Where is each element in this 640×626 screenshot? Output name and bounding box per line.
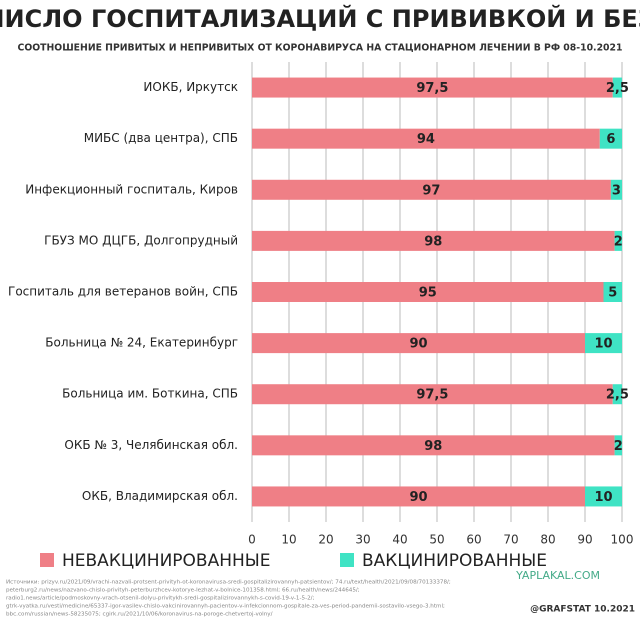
bar-segment — [252, 486, 585, 507]
x-tick-label: 70 — [503, 533, 518, 547]
value-label: 2,5 — [606, 81, 629, 96]
legend-label: ВАКЦИНИРОВАННЫЕ — [362, 551, 547, 571]
bar-segment — [612, 384, 622, 405]
chart-subtitle: СООТНОШЕНИЕ ПРИВИТЫХ И НЕПРИВИТЫХ ОТ КОР… — [18, 43, 623, 54]
bar-segment — [585, 333, 622, 354]
bar-segment — [585, 486, 622, 507]
value-label: 94 — [417, 132, 435, 147]
value-label: 97,5 — [416, 388, 448, 403]
bar-segment — [614, 435, 622, 456]
x-tick-label: 50 — [429, 533, 444, 547]
legend-label: НЕВАКЦИНИРОВАННЫЕ — [62, 551, 271, 571]
source-text: radio1.news/article/podmoskovny-vrach-ot… — [6, 596, 315, 602]
bar-segment — [252, 179, 611, 200]
value-label: 10 — [594, 337, 612, 352]
bar-segment — [252, 435, 615, 456]
x-tick-label: 60 — [466, 533, 481, 547]
source-text: bbc.com/russian/news-58235075; cgirk.ru/… — [6, 612, 273, 618]
y-tick-label: ОКБ, Владимирская обл. — [82, 489, 238, 503]
x-tick-label: 100 — [611, 533, 634, 547]
x-tick-label: 20 — [318, 533, 333, 547]
value-label: 98 — [424, 234, 442, 249]
value-label: 97 — [422, 183, 440, 198]
y-tick-label: Госпиталь для ветеранов войн, СПБ — [8, 285, 238, 299]
y-tick-label: ГБУЗ МО ДЦГБ, Долгопрудный — [44, 233, 238, 247]
bar-segment — [252, 384, 613, 405]
source-text: peterburg2.ru/news/nazvano-chislo-privit… — [6, 588, 360, 594]
value-label: 90 — [409, 490, 427, 505]
bar-segment — [252, 230, 615, 251]
legend-swatch — [340, 553, 354, 567]
bar-segment — [603, 282, 622, 302]
value-label: 90 — [409, 337, 427, 352]
x-tick-label: 80 — [540, 533, 555, 547]
chart-title: ЧИСЛО ГОСПИТАЛИЗАЦИЙ С ПРИВИВКОЙ И БЕЗ — [0, 4, 640, 33]
x-tick-label: 10 — [281, 533, 296, 547]
value-label: 98 — [424, 439, 442, 454]
bar-segment — [252, 77, 613, 98]
bar-segment — [610, 179, 622, 200]
value-label: 2,5 — [606, 388, 629, 403]
watermark: YAPLAKAL.COM — [515, 569, 600, 582]
x-tick-label: 90 — [577, 533, 592, 547]
value-label: 6 — [606, 132, 615, 147]
legend-swatch — [40, 553, 54, 567]
value-label: 95 — [419, 286, 437, 301]
bar-segment — [614, 230, 622, 251]
y-tick-label: МИБС (два центра), СПБ — [84, 131, 238, 145]
x-tick-label: 0 — [248, 533, 256, 547]
y-tick-label: ОКБ № 3, Челябинская обл. — [64, 438, 238, 452]
x-tick-label: 30 — [355, 533, 370, 547]
value-label: 10 — [594, 490, 612, 505]
value-label: 97,5 — [416, 81, 448, 96]
y-tick-label: Инфекционный госпиталь, Киров — [25, 182, 238, 196]
bar-segment — [252, 128, 600, 149]
bar-segment — [599, 128, 622, 149]
value-label: 5 — [608, 286, 617, 301]
bar-segment — [252, 282, 604, 302]
x-tick-label: 40 — [392, 533, 407, 547]
source-text: gtrk-vyatka.ru/vesti/medicine/65337-igor… — [6, 604, 445, 610]
credit: @GRAFSTAT 10.2021 — [530, 605, 635, 615]
value-label: 2 — [614, 439, 623, 454]
source-text: Источники: prizyv.ru/2021/09/vrachi-nazv… — [6, 580, 451, 586]
bar-segment — [612, 77, 622, 98]
value-label: 2 — [614, 234, 623, 249]
y-tick-label: Больница № 24, Екатеринбург — [45, 336, 238, 350]
bar-segment — [252, 333, 585, 354]
y-tick-label: ИОКБ, Иркутск — [143, 80, 238, 94]
value-label: 3 — [612, 183, 621, 198]
y-tick-label: Больница им. Боткина, СПБ — [62, 387, 238, 401]
